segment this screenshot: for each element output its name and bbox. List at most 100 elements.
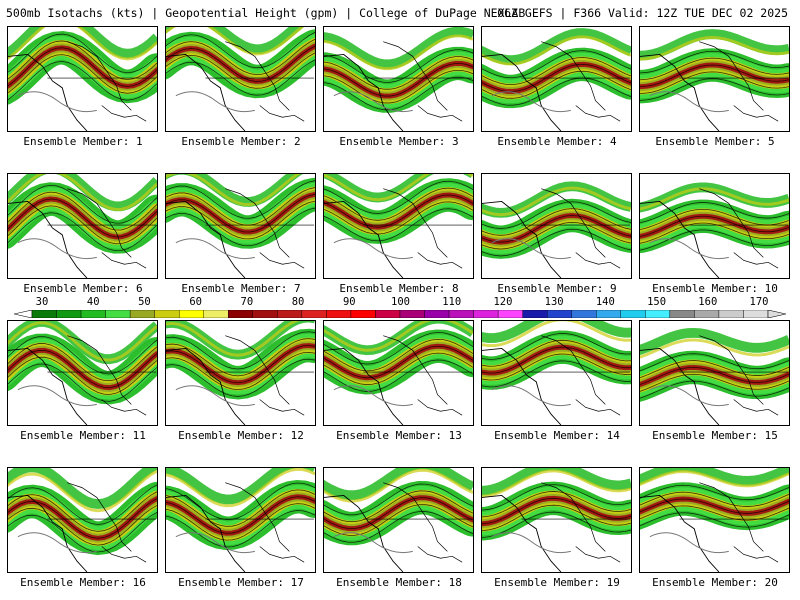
colorbar-segment <box>326 310 352 318</box>
colorbar-tick-label: 100 <box>391 296 410 308</box>
colorbar-tick-label: 40 <box>86 296 100 308</box>
colorbar-segment <box>743 310 769 318</box>
colorbar-segment <box>497 310 523 318</box>
ensemble-panel <box>639 467 790 573</box>
colorbar-segment <box>448 310 474 318</box>
colorbar-tick-label: 50 <box>138 296 151 308</box>
ensemble-map <box>324 321 473 425</box>
ensemble-member-label: Ensemble Member: 14 <box>494 429 620 442</box>
ensemble-map <box>166 27 315 131</box>
colorbar-segment <box>694 310 720 318</box>
ensemble-map <box>8 174 157 278</box>
colorbar-segment <box>669 310 695 318</box>
ensemble-panel <box>639 26 790 132</box>
ensemble-panel <box>323 467 474 573</box>
ensemble-map <box>324 468 473 572</box>
colorbar-segment <box>375 310 401 318</box>
ensemble-panel <box>7 173 158 279</box>
ensemble-panel <box>481 26 632 132</box>
colorbar-segment <box>178 310 204 318</box>
ensemble-panel <box>639 320 790 426</box>
colorbar-segment <box>522 310 548 318</box>
colorbar-segment <box>350 310 376 318</box>
ensemble-member-label: Ensemble Member: 4 <box>497 135 617 148</box>
ensemble-member-label: Ensemble Member: 8 <box>339 282 459 295</box>
colorbar-segment <box>301 310 327 318</box>
colorbar-end-arrow <box>14 310 33 318</box>
ensemble-member-label: Ensemble Member: 18 <box>336 576 462 589</box>
ensemble-member-label: Ensemble Member: 3 <box>339 135 459 148</box>
ensemble-member-label: Ensemble Member: 9 <box>497 282 617 295</box>
ensemble-map <box>166 174 315 278</box>
colorbar-segment <box>154 310 180 318</box>
ensemble-member-label: Ensemble Member: 2 <box>181 135 301 148</box>
ensemble-map <box>482 27 631 131</box>
colorbar-segment <box>252 310 278 318</box>
header-run-info: 06Z GEFS | F366 Valid: 12Z TUE DEC 02 20… <box>497 6 788 20</box>
colorbar-tick-label: 30 <box>35 296 49 308</box>
colorbar-tick-label: 160 <box>698 296 718 308</box>
colorbar-tick-label: 60 <box>189 296 202 308</box>
colorbar-segment <box>31 310 57 318</box>
ensemble-map <box>8 321 157 425</box>
colorbar-segment <box>424 310 450 318</box>
ensemble-panel <box>165 173 316 279</box>
colorbar-segment <box>56 310 82 318</box>
colorbar-segment <box>718 310 744 318</box>
ensemble-member-label: Ensemble Member: 1 <box>23 135 143 148</box>
colorbar-segment <box>399 310 425 318</box>
ensemble-member-label: Ensemble Member: 7 <box>181 282 301 295</box>
ensemble-member-label: Ensemble Member: 5 <box>655 135 775 148</box>
colorbar-tick-label: 80 <box>291 296 305 308</box>
ensemble-panel <box>481 467 632 573</box>
ensemble-map <box>640 468 789 572</box>
colorbar-end-arrow <box>767 310 786 318</box>
colorbar-segment <box>277 310 303 318</box>
ensemble-member-label: Ensemble Member: 10 <box>652 282 778 295</box>
ensemble-member-label: Ensemble Member: 16 <box>20 576 146 589</box>
colorbar-tick-label: 120 <box>493 296 513 308</box>
ensemble-member-label: Ensemble Member: 12 <box>178 429 304 442</box>
ensemble-member-label: Ensemble Member: 11 <box>20 429 146 442</box>
ensemble-map <box>482 468 631 572</box>
header-title: 500mb Isotachs (kts) | Geopotential Heig… <box>6 6 526 20</box>
ensemble-panel <box>323 320 474 426</box>
colorbar-tick-label: 130 <box>544 296 564 308</box>
ensemble-panel <box>165 467 316 573</box>
ensemble-panel <box>481 320 632 426</box>
ensemble-map <box>640 27 789 131</box>
colorbar-tick-label: 150 <box>647 296 667 308</box>
colorbar-tick-label: 90 <box>342 296 356 308</box>
ensemble-member-label: Ensemble Member: 15 <box>652 429 778 442</box>
ensemble-map <box>166 468 315 572</box>
colorbar-segment <box>620 310 646 318</box>
ensemble-member-label: Ensemble Member: 17 <box>178 576 304 589</box>
ensemble-map <box>482 321 631 425</box>
colorbar-segment <box>203 310 229 318</box>
isotach-colorbar <box>14 310 786 318</box>
ensemble-panel <box>323 173 474 279</box>
ensemble-map <box>324 174 473 278</box>
ensemble-map <box>482 174 631 278</box>
colorbar-segment <box>645 310 671 318</box>
colorbar-segment <box>596 310 621 318</box>
ensemble-map <box>166 321 315 425</box>
colorbar-tick-label: 70 <box>240 296 254 308</box>
chart-header: 500mb Isotachs (kts) | Geopotential Heig… <box>6 4 796 22</box>
colorbar-tick-label: 140 <box>595 296 615 308</box>
colorbar-segment <box>571 310 597 318</box>
ensemble-panel <box>165 26 316 132</box>
ensemble-panel <box>323 26 474 132</box>
ensemble-panel <box>639 173 790 279</box>
colorbar-segment <box>105 310 131 318</box>
ensemble-map <box>640 321 789 425</box>
ensemble-member-label: Ensemble Member: 19 <box>494 576 620 589</box>
colorbar-segment <box>547 310 572 318</box>
ensemble-map <box>8 468 157 572</box>
ensemble-member-label: Ensemble Member: 6 <box>23 282 143 295</box>
colorbar-segment <box>473 310 499 318</box>
ensemble-map <box>324 27 473 131</box>
colorbar-segment <box>129 310 155 318</box>
colorbar-segment <box>228 310 253 318</box>
ensemble-member-label: Ensemble Member: 20 <box>652 576 778 589</box>
